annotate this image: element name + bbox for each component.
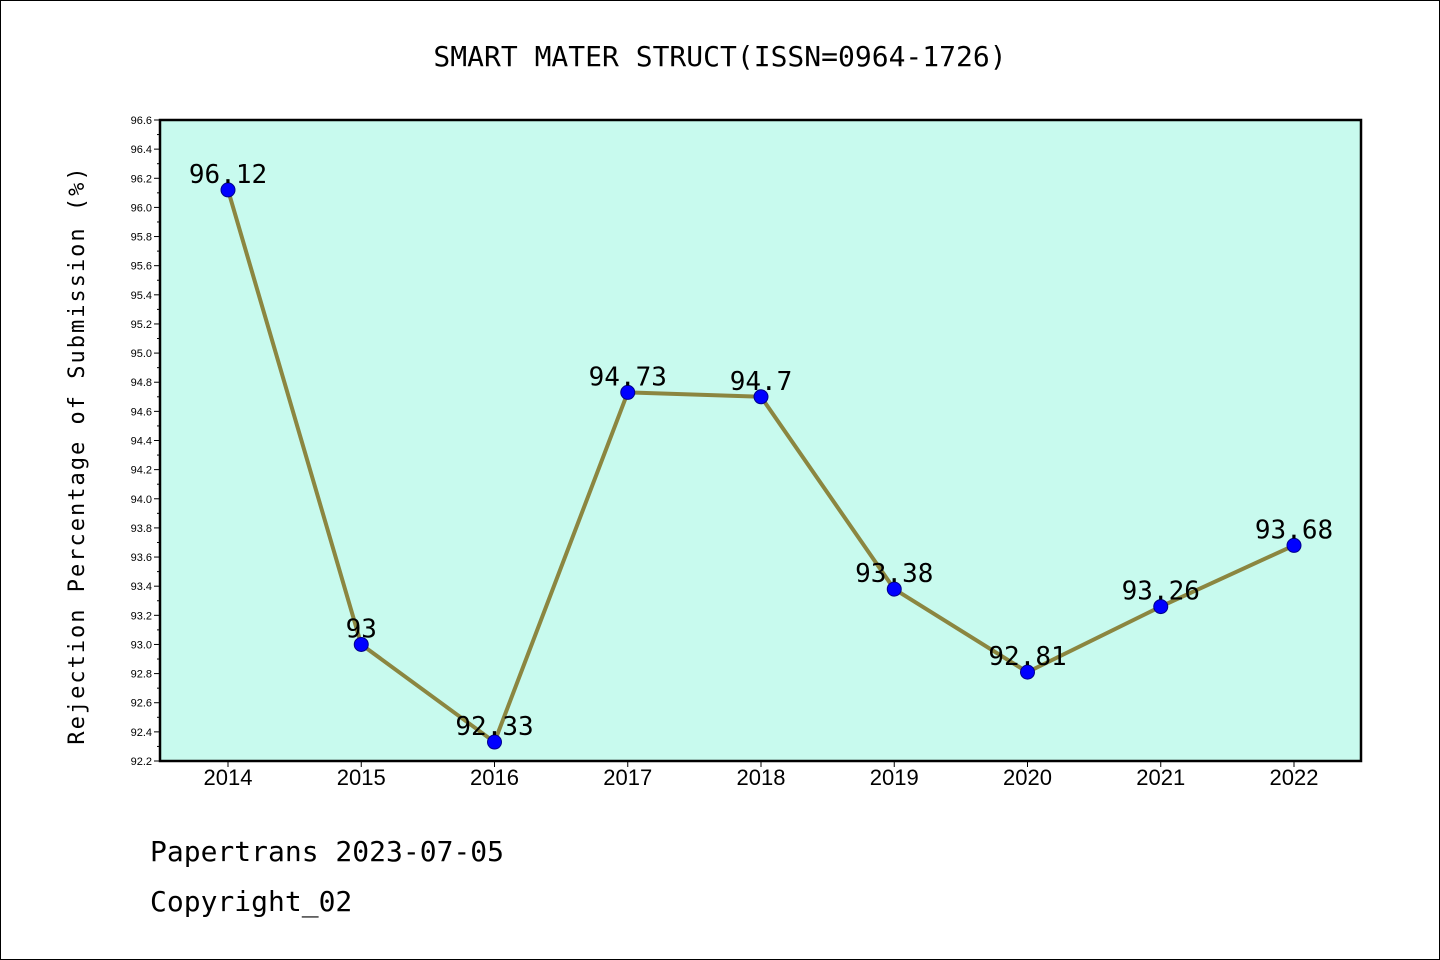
y-tick-label: 94.8 (131, 377, 152, 389)
y-tick-label: 94.4 (131, 436, 152, 448)
x-tick-label: 2022 (1270, 765, 1319, 790)
x-tick-label: 2017 (603, 765, 652, 790)
data-point-2015 (353, 636, 369, 652)
y-tick-label: 96.0 (131, 202, 152, 214)
y-tick-label: 93.4 (131, 581, 152, 593)
data-point-2014 (220, 182, 236, 198)
y-tick-label: 93.0 (131, 639, 152, 651)
data-point-2016 (487, 734, 502, 750)
data-labels: 96.12 93 92.33 94.73 94.7 93.38 92.81 93.26 93.6… (189, 160, 1333, 742)
footer-date: Papertrans 2023-07-05 (150, 835, 505, 868)
y-tick-label: 92.4 (131, 727, 152, 739)
y-tick-label: 93.8 (131, 523, 152, 535)
x-axis: 2014 2015 2016 2017 2018 2019 2020 2021 2022 (204, 761, 1319, 790)
data-point-2022 (1286, 537, 1302, 553)
data-label-2021: 93.26 (1122, 577, 1200, 607)
y-axis: 92.2 92.4 92.6 92.8 93.0 93.2 93.4 93.6 93.8 94.0… (131, 115, 160, 768)
data-point-2021 (1153, 599, 1169, 615)
data-label-2022: 93.68 (1255, 515, 1333, 545)
plot-area (160, 120, 1361, 761)
y-tick-label: 95.0 (131, 348, 152, 360)
y-tick-label: 95.6 (131, 261, 152, 273)
data-point-2017 (620, 384, 636, 400)
data-label-2015: 93 (346, 614, 377, 644)
y-tick-label: 95.4 (131, 290, 152, 302)
data-label-2016: 92.33 (455, 712, 533, 742)
data-point-2019 (886, 581, 902, 597)
y-tick-label: 96.6 (131, 115, 152, 127)
chart-title: SMART MATER STRUCT(ISSN=0964-1726) (433, 40, 1006, 73)
y-tick-label: 96.4 (131, 144, 152, 156)
data-label-2017: 94.73 (589, 362, 667, 392)
y-tick-label: 96.2 (131, 173, 152, 185)
data-label-2020: 92.81 (988, 642, 1066, 672)
x-tick-label: 2015 (337, 765, 386, 790)
footer-copyright: Copyright_02 (150, 885, 353, 918)
y-tick-label: 93.6 (131, 552, 152, 564)
y-tick-label: 92.2 (131, 756, 152, 768)
y-tick-label: 93.2 (131, 610, 152, 622)
y-tick-label: 92.8 (131, 669, 152, 681)
data-point-2018 (753, 389, 769, 405)
plot-border (158, 118, 1363, 763)
x-tick-label: 2016 (470, 765, 519, 790)
x-tick-label: 2021 (1136, 765, 1185, 790)
x-tick-label: 2014 (204, 765, 253, 790)
y-tick-label: 95.8 (131, 232, 152, 244)
x-tick-label: 2019 (870, 765, 919, 790)
y-axis-label: Rejection Percentage of Submission (%) (65, 165, 90, 744)
y-tick-label: 94.2 (131, 465, 152, 477)
data-label-2018: 94.7 (730, 367, 793, 397)
y-tick-label: 95.2 (131, 319, 152, 331)
y-tick-label: 94.0 (131, 494, 152, 506)
y-tick-label: 94.6 (131, 406, 152, 418)
data-label-2014: 96.12 (189, 160, 267, 190)
x-tick-label: 2020 (1003, 765, 1052, 790)
data-point-2020 (1020, 664, 1035, 680)
data-markers (220, 182, 1302, 750)
data-label-2019: 93.38 (855, 559, 933, 589)
x-tick-label: 2018 (737, 765, 786, 790)
y-tick-label: 92.6 (131, 698, 152, 710)
